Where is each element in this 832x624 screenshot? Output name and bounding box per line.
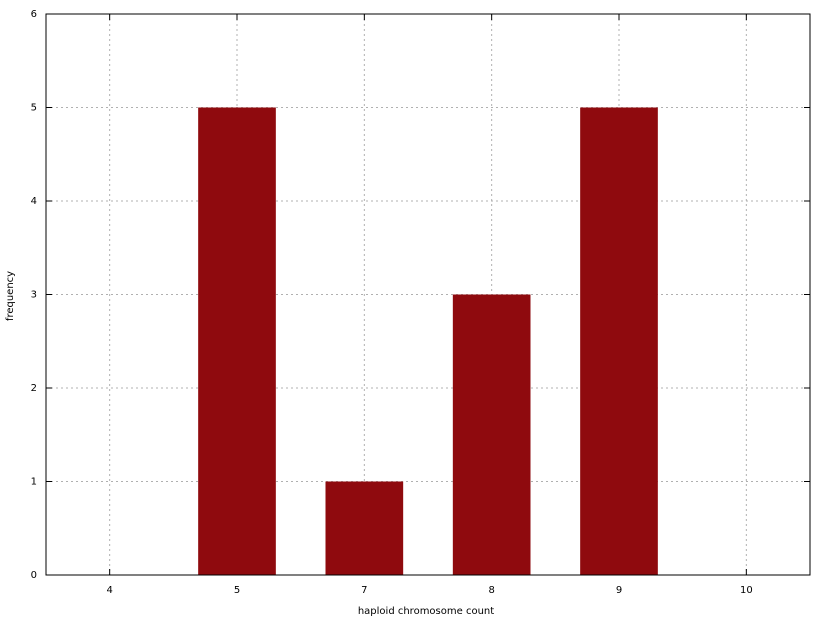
- x-tick-label: 9: [616, 585, 622, 596]
- y-tick-label: 6: [31, 9, 37, 20]
- bar: [325, 481, 404, 575]
- bar: [580, 107, 658, 575]
- y-axis-label: frequency: [5, 271, 16, 321]
- x-tick-label: 5: [234, 585, 240, 596]
- y-tick-label: 2: [31, 383, 37, 394]
- x-tick-label: 4: [106, 585, 112, 596]
- bar: [198, 107, 276, 575]
- plot-border: [45, 13, 811, 576]
- y-tick-label: 1: [31, 477, 37, 488]
- bar: [452, 294, 531, 575]
- y-tick-label: 3: [31, 290, 37, 301]
- y-tick-label: 0: [31, 570, 37, 581]
- x-tick-label: 10: [740, 585, 753, 596]
- y-tick-label: 4: [31, 196, 37, 207]
- x-tick-label: 7: [361, 585, 367, 596]
- x-tick-label: 8: [488, 585, 494, 596]
- x-axis-label: haploid chromosome count: [358, 606, 494, 617]
- y-tick-label: 5: [31, 103, 37, 114]
